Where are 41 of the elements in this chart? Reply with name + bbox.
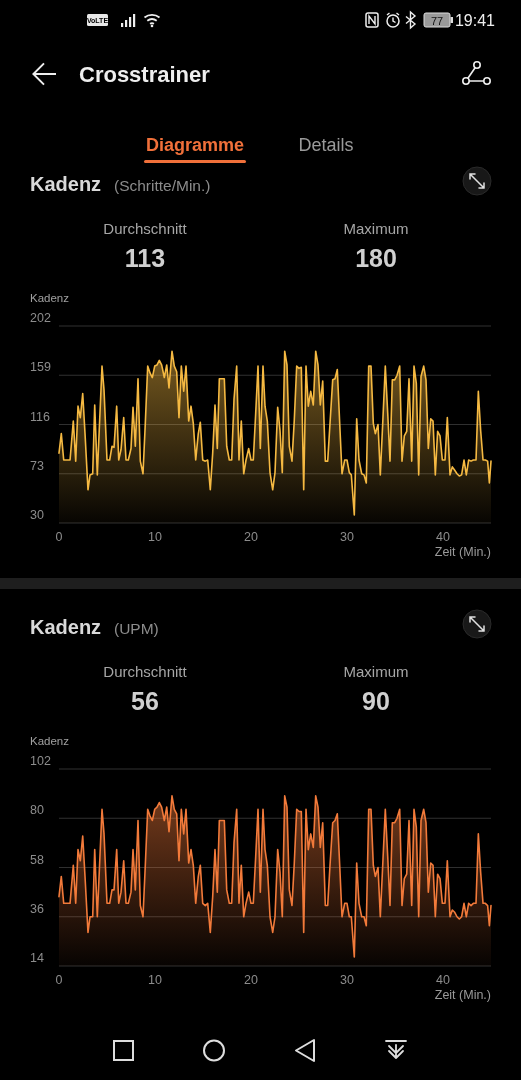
x-tick-label: 0 bbox=[55, 973, 63, 987]
y-tick-label: 159 bbox=[30, 360, 51, 375]
x-tick-label: 0 bbox=[55, 530, 63, 544]
text: Maximum bbox=[343, 220, 409, 237]
chart-subtitle: (UPM) bbox=[114, 620, 159, 637]
text: Details bbox=[298, 135, 354, 155]
text: 90 bbox=[362, 687, 390, 715]
chart-title: Kadenz bbox=[30, 173, 102, 195]
y-tick-label: 116 bbox=[30, 409, 50, 424]
text: Durchschnitt bbox=[103, 220, 188, 237]
text: Maximum bbox=[343, 663, 409, 680]
text: 113 bbox=[124, 244, 166, 272]
x-tick-label: 10 bbox=[148, 973, 162, 987]
x-tick-label: 20 bbox=[244, 530, 258, 544]
y-axis-title: Kadenz bbox=[30, 735, 70, 747]
y-tick-label: 58 bbox=[30, 852, 44, 867]
text: Diagramme bbox=[145, 135, 245, 155]
y-tick-label: 202 bbox=[30, 311, 51, 325]
text: 19:41 bbox=[454, 12, 496, 29]
x-tick-label: 30 bbox=[340, 530, 354, 544]
y-tick-label: 80 bbox=[30, 803, 44, 818]
text: 180 bbox=[355, 244, 397, 272]
x-tick-label: 10 bbox=[148, 530, 162, 544]
x-tick-label: 20 bbox=[244, 973, 258, 987]
text: Crosstrainer bbox=[79, 62, 211, 87]
x-tick-label: 40 bbox=[436, 530, 450, 544]
y-axis-title: Kadenz bbox=[30, 292, 70, 304]
y-tick-label: 73 bbox=[30, 458, 44, 473]
chart-subtitle: (Schritte/Min.) bbox=[114, 177, 211, 194]
y-tick-label: 102 bbox=[30, 754, 51, 768]
x-tick-label: 40 bbox=[436, 973, 450, 987]
x-tick-label: 30 bbox=[340, 973, 354, 987]
y-tick-label: 14 bbox=[30, 951, 44, 965]
y-tick-label: 36 bbox=[30, 901, 44, 916]
text: 77 bbox=[430, 14, 444, 27]
x-axis-title: Zeit (Min.) bbox=[434, 988, 491, 1002]
text: Durchschnitt bbox=[103, 663, 188, 680]
text: 56 bbox=[131, 687, 159, 715]
y-tick-label: 30 bbox=[30, 508, 44, 522]
x-axis-title: Zeit (Min.) bbox=[434, 545, 491, 559]
chart-title: Kadenz bbox=[30, 616, 102, 638]
